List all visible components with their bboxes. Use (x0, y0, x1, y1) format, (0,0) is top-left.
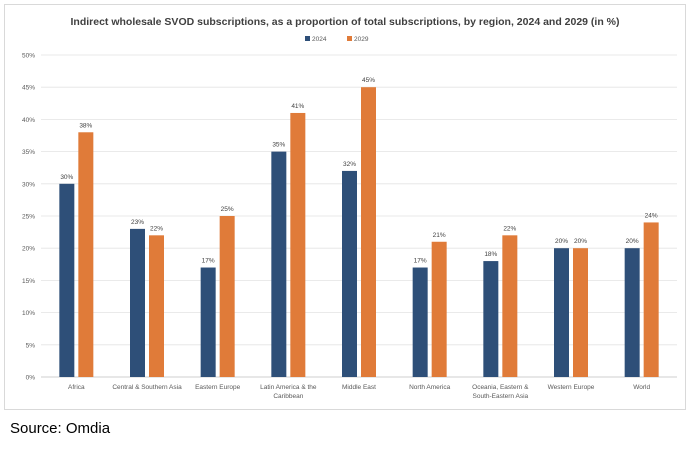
data-label-2024-6: 18% (484, 251, 497, 258)
y-tick-label: 50% (22, 53, 35, 60)
data-label-2029-6: 22% (503, 225, 516, 232)
data-label-2024-2: 17% (202, 258, 215, 265)
data-label-2024-1: 23% (131, 219, 144, 226)
data-label-2024-5: 17% (414, 258, 427, 265)
data-label-2029-0: 38% (79, 122, 92, 129)
x-category-label: Africa (68, 384, 85, 391)
bar-2024-0 (59, 183, 75, 377)
bar-2029-5 (431, 241, 447, 377)
data-label-2024-0: 30% (60, 174, 73, 181)
data-label-2029-8: 24% (645, 212, 658, 219)
bar-2029-0 (78, 132, 94, 377)
data-label-2029-1: 22% (150, 225, 163, 232)
bar-2024-2 (200, 267, 216, 377)
y-tick-label: 20% (22, 246, 35, 253)
x-category-label: South-Eastern Asia (473, 393, 529, 400)
source-note: Source: Omdia (10, 420, 111, 437)
bar-2029-1 (149, 235, 164, 377)
bar-2029-8 (643, 222, 659, 377)
x-category-label: North America (409, 384, 451, 391)
chart-frame: Indirect wholesale SVOD subscriptions, a… (4, 4, 686, 410)
data-label-2029-7: 20% (574, 238, 587, 245)
y-axis: 0% 5% 10% 15% 20% 25% 30% 35% 40% 45% 50% (22, 53, 35, 382)
x-category-label: Middle East (342, 384, 376, 391)
bar-2024-4 (342, 170, 357, 377)
data-label-2029-3: 41% (291, 103, 304, 110)
y-tick-label: 40% (22, 117, 35, 124)
x-axis: Africa Central & Southern Asia Eastern Eur… (68, 384, 650, 400)
y-tick-label: 35% (22, 149, 35, 156)
bar-2024-6 (483, 261, 499, 377)
bar-2024-1 (130, 228, 145, 377)
bar-2024-5 (412, 267, 428, 377)
gridlines (41, 54, 677, 378)
data-label-2024-8: 20% (626, 238, 639, 245)
x-category-label: Latin America & the (260, 384, 317, 391)
x-category-label: Caribbean (273, 393, 303, 400)
bar-2029-2 (219, 216, 235, 377)
legend-swatch-2024 (305, 36, 310, 41)
y-tick-label: 45% (22, 85, 35, 92)
bar-2024-7 (554, 248, 569, 377)
legend-label-2029: 2029 (354, 36, 369, 43)
data-label-2024-7: 20% (555, 238, 568, 245)
y-tick-label: 5% (26, 342, 36, 349)
data-label-2024-4: 32% (343, 161, 356, 168)
x-category-label: Eastern Europe (195, 384, 241, 391)
legend-swatch-2029 (347, 36, 352, 41)
bar-2024-8 (624, 248, 640, 377)
data-label-2029-5: 21% (433, 232, 446, 239)
x-category-label: Western Europe (548, 384, 595, 391)
y-tick-label: 10% (22, 310, 35, 317)
y-tick-label: 25% (22, 214, 35, 221)
bar-2029-3 (290, 112, 306, 378)
data-label-2029-2: 25% (221, 206, 234, 213)
legend-label-2024: 2024 (312, 36, 327, 43)
x-category-label: World (633, 384, 650, 391)
y-tick-label: 15% (22, 278, 35, 285)
bars: 30% 38% 23% 22% 17% 25% 35% 41% 32% 45% 17% 21% 18% 2… (59, 77, 659, 378)
y-tick-label: 0% (26, 375, 36, 382)
data-label-2029-4: 45% (362, 77, 375, 84)
bar-2029-4 (361, 87, 376, 377)
y-tick-label: 30% (22, 181, 35, 188)
bar-2029-6 (502, 235, 518, 377)
bar-chart: Indirect wholesale SVOD subscriptions, a… (22, 16, 677, 400)
chart-title: Indirect wholesale SVOD subscriptions, a… (70, 16, 619, 28)
x-category-label: Central & Southern Asia (112, 384, 182, 391)
bar-2024-3 (271, 151, 287, 377)
legend: 2024 2029 (305, 36, 369, 43)
x-category-label: Oceania, Eastern & (472, 384, 529, 391)
bar-2029-7 (573, 248, 588, 377)
data-label-2024-3: 35% (272, 142, 285, 149)
